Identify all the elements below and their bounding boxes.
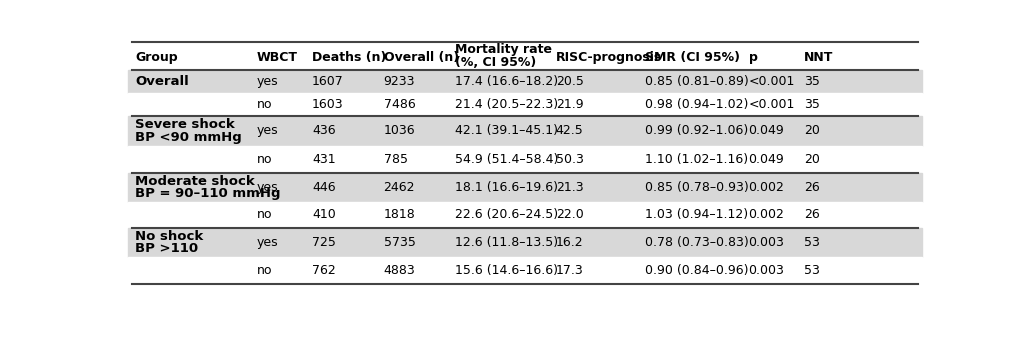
Text: <0.001: <0.001: [749, 75, 795, 88]
Text: 1607: 1607: [312, 75, 344, 88]
Text: <0.001: <0.001: [749, 98, 795, 111]
Text: 53: 53: [804, 236, 820, 249]
Text: 26: 26: [804, 181, 820, 194]
Text: 42.5: 42.5: [556, 124, 584, 138]
Bar: [128, 42, 922, 71]
Text: 0.98 (0.94–1.02): 0.98 (0.94–1.02): [645, 98, 749, 111]
Text: 42.1 (39.1–45.1): 42.1 (39.1–45.1): [455, 124, 558, 138]
Text: Severe shock: Severe shock: [135, 118, 234, 131]
Text: Mortality rate: Mortality rate: [455, 43, 552, 56]
Text: 22.0: 22.0: [556, 208, 584, 221]
Text: 21.4 (20.5–22.3): 21.4 (20.5–22.3): [455, 98, 558, 111]
Text: yes: yes: [257, 181, 279, 194]
Text: BP >110: BP >110: [135, 242, 199, 256]
Text: Overall: Overall: [135, 75, 188, 88]
Text: 18.1 (16.6–19.6): 18.1 (16.6–19.6): [455, 181, 558, 194]
Text: 446: 446: [312, 181, 336, 194]
Text: 26: 26: [804, 208, 820, 221]
Text: 21.9: 21.9: [556, 98, 584, 111]
Text: Moderate shock: Moderate shock: [135, 175, 255, 188]
Text: 35: 35: [804, 75, 820, 88]
Text: no: no: [257, 264, 272, 277]
Text: 1036: 1036: [384, 124, 415, 138]
Text: no: no: [257, 98, 272, 111]
Bar: [128, 71, 922, 93]
Text: 0.002: 0.002: [749, 208, 784, 221]
Text: 0.99 (0.92–1.06): 0.99 (0.92–1.06): [645, 124, 749, 138]
Text: 53: 53: [804, 264, 820, 277]
Text: 0.90 (0.84–0.96): 0.90 (0.84–0.96): [645, 264, 749, 277]
Text: 17.3: 17.3: [556, 264, 584, 277]
Text: yes: yes: [257, 75, 279, 88]
Text: 410: 410: [312, 208, 336, 221]
Bar: [128, 93, 922, 116]
Text: yes: yes: [257, 124, 279, 138]
Text: 17.4 (16.6–18.2): 17.4 (16.6–18.2): [455, 75, 558, 88]
Text: 1818: 1818: [384, 208, 416, 221]
Text: 15.6 (14.6–16.6): 15.6 (14.6–16.6): [455, 264, 558, 277]
Bar: [128, 257, 922, 284]
Text: RISC-prognosis: RISC-prognosis: [556, 51, 662, 64]
Text: 1.03 (0.94–1.12): 1.03 (0.94–1.12): [645, 208, 749, 221]
Text: 762: 762: [312, 264, 336, 277]
Text: Group: Group: [135, 51, 178, 64]
Text: 2462: 2462: [384, 181, 415, 194]
Text: 785: 785: [384, 153, 408, 166]
Text: No shock: No shock: [135, 230, 204, 243]
Bar: [128, 146, 922, 173]
Text: 0.002: 0.002: [749, 181, 784, 194]
Text: 50.3: 50.3: [556, 153, 584, 166]
Text: 725: 725: [312, 236, 336, 249]
Text: 1.10 (1.02–1.16): 1.10 (1.02–1.16): [645, 153, 749, 166]
Text: 7486: 7486: [384, 98, 416, 111]
Text: p: p: [749, 51, 758, 64]
Text: no: no: [257, 153, 272, 166]
Text: 35: 35: [804, 98, 820, 111]
Text: 20.5: 20.5: [556, 75, 584, 88]
Text: 12.6 (11.8–13.5): 12.6 (11.8–13.5): [455, 236, 558, 249]
Bar: [128, 228, 922, 257]
Text: BP = 90–110 mmHg: BP = 90–110 mmHg: [135, 187, 281, 200]
Text: 0.003: 0.003: [749, 264, 784, 277]
Text: Overall (n): Overall (n): [384, 51, 459, 64]
Text: 0.85 (0.81–0.89): 0.85 (0.81–0.89): [645, 75, 750, 88]
Bar: [128, 116, 922, 146]
Text: 16.2: 16.2: [556, 236, 584, 249]
Bar: [128, 173, 922, 202]
Text: 4883: 4883: [384, 264, 416, 277]
Text: NNT: NNT: [804, 51, 834, 64]
Text: 0.78 (0.73–0.83): 0.78 (0.73–0.83): [645, 236, 750, 249]
Text: 54.9 (51.4–58.4): 54.9 (51.4–58.4): [455, 153, 558, 166]
Text: 431: 431: [312, 153, 336, 166]
Text: 1603: 1603: [312, 98, 344, 111]
Text: 0.049: 0.049: [749, 124, 784, 138]
Text: 21.3: 21.3: [556, 181, 584, 194]
Text: no: no: [257, 208, 272, 221]
Text: WBCT: WBCT: [257, 51, 298, 64]
Text: yes: yes: [257, 236, 279, 249]
Text: SMR (CI 95%): SMR (CI 95%): [645, 51, 740, 64]
Text: 20: 20: [804, 153, 820, 166]
Text: 0.049: 0.049: [749, 153, 784, 166]
Text: 5735: 5735: [384, 236, 416, 249]
Text: 436: 436: [312, 124, 336, 138]
Text: 20: 20: [804, 124, 820, 138]
Bar: [128, 202, 922, 228]
Text: 22.6 (20.6–24.5): 22.6 (20.6–24.5): [455, 208, 558, 221]
Text: (%, CI 95%): (%, CI 95%): [455, 56, 537, 69]
Text: Deaths (n): Deaths (n): [312, 51, 386, 64]
Text: 0.85 (0.78–0.93): 0.85 (0.78–0.93): [645, 181, 750, 194]
Text: 0.003: 0.003: [749, 236, 784, 249]
Text: 9233: 9233: [384, 75, 415, 88]
Text: BP <90 mmHg: BP <90 mmHg: [135, 131, 242, 144]
